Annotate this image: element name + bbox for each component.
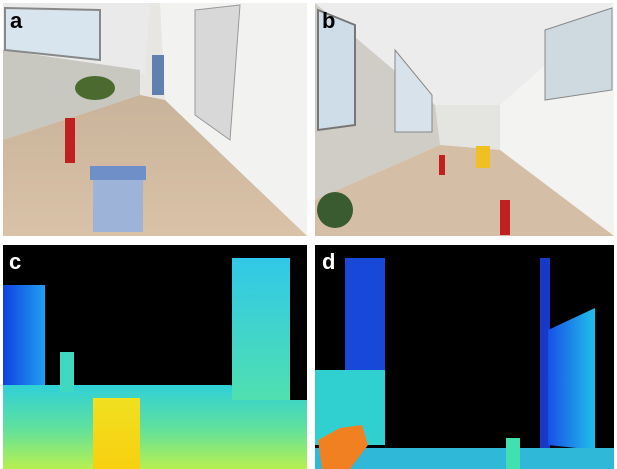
panel-label: d <box>322 249 335 274</box>
panel-d: d <box>315 245 614 469</box>
panel-label: c <box>9 249 21 274</box>
panel-a: a <box>3 3 307 236</box>
fire-extinguisher <box>65 118 75 163</box>
fire-extinguisher <box>439 155 445 175</box>
depth-wall <box>548 308 595 450</box>
person <box>152 55 164 95</box>
depth-wall <box>345 258 385 370</box>
plant <box>75 76 115 100</box>
bin-lid <box>90 166 146 180</box>
depth-wall <box>3 285 45 390</box>
depth-object <box>60 352 74 392</box>
plant <box>317 192 353 228</box>
panel-c: c <box>3 245 307 469</box>
panel-label: b <box>322 8 335 33</box>
depth-wall <box>232 258 290 400</box>
depth-object <box>506 438 520 469</box>
fire-extinguisher <box>500 200 510 235</box>
depth-box <box>93 398 140 469</box>
panel-label: a <box>10 8 23 33</box>
panel-b: b <box>315 3 614 236</box>
bin <box>476 146 490 168</box>
figure: a b c d <box>0 0 617 469</box>
